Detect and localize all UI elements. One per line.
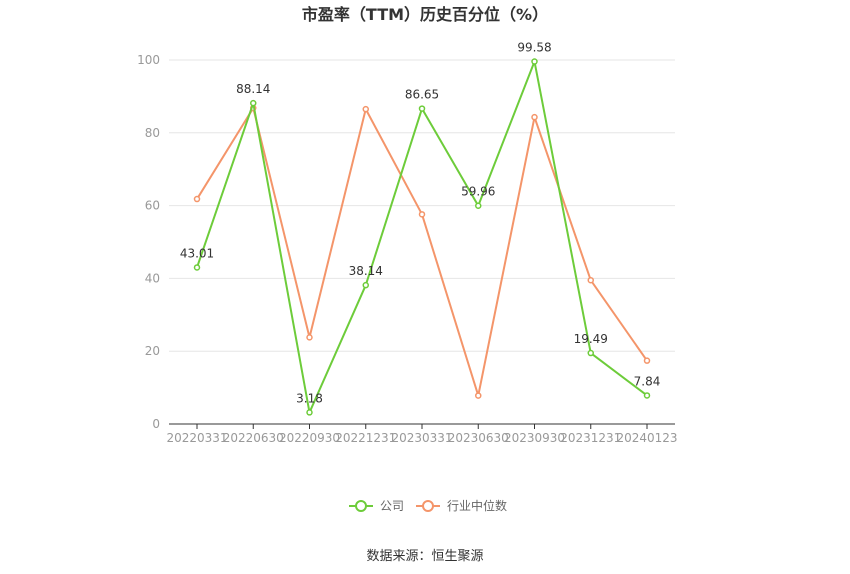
data-point-industry[interactable] bbox=[587, 276, 594, 284]
x-tick-label: 20220930 bbox=[279, 431, 340, 445]
data-label-company: 99.58 bbox=[517, 41, 551, 55]
x-tick-label: 20221231 bbox=[335, 431, 396, 445]
legend-item-industry[interactable]: 行业中位数 bbox=[416, 498, 507, 513]
legend-company-marker bbox=[355, 500, 367, 512]
chart-title: 市盈率（TTM）历史百分位（%） bbox=[302, 5, 548, 24]
data-point-industry[interactable] bbox=[418, 211, 426, 218]
data-point-industry[interactable] bbox=[531, 113, 538, 121]
data-point-industry[interactable] bbox=[643, 357, 651, 364]
data-point-industry[interactable] bbox=[306, 334, 313, 341]
x-tick-label: 20220630 bbox=[223, 431, 284, 445]
data-point-company[interactable] bbox=[306, 409, 313, 416]
legend: 公司 行业中位数 bbox=[349, 498, 507, 513]
y-tick-label: 0 bbox=[152, 417, 160, 431]
y-tick-label: 60 bbox=[145, 199, 160, 213]
axes: 0 20 40 60 80 100 2022033120220630202209302022… bbox=[137, 53, 677, 445]
series-group bbox=[193, 58, 651, 416]
x-tick-label: 20230630 bbox=[448, 431, 509, 445]
data-point-company[interactable] bbox=[418, 105, 426, 112]
data-label-company: 86.65 bbox=[405, 88, 439, 102]
grid-lines bbox=[169, 59, 675, 352]
data-point-industry[interactable] bbox=[362, 105, 369, 113]
data-labels: 43.01 88.14 3.18 38.14 86.65 59.96 99.58 19.49 7… bbox=[180, 41, 661, 406]
legend-item-company[interactable]: 公司 bbox=[349, 499, 404, 513]
series-line-company bbox=[196, 60, 648, 414]
legend-company-label: 公司 bbox=[380, 499, 404, 513]
x-tick-label: 20230930 bbox=[504, 431, 565, 445]
series-line-industry bbox=[196, 107, 648, 397]
data-label-company: 3.18 bbox=[296, 391, 323, 405]
x-tick-label: 20231231 bbox=[560, 431, 621, 445]
data-point-company[interactable] bbox=[643, 392, 651, 399]
data-point-industry[interactable] bbox=[475, 392, 482, 399]
x-tick-label: 20230331 bbox=[391, 431, 452, 445]
legend-industry-marker bbox=[422, 500, 434, 512]
data-point-company[interactable] bbox=[531, 58, 538, 65]
source-note: 数据来源：恒生聚源 bbox=[366, 549, 483, 564]
x-tick-label: 20220331 bbox=[166, 431, 227, 445]
y-tick-label: 100 bbox=[137, 53, 160, 67]
y-tick-label: 40 bbox=[145, 271, 160, 285]
data-label-company: 7.84 bbox=[634, 374, 661, 388]
y-tick-label: 80 bbox=[145, 126, 160, 140]
legend-industry-label: 行业中位数 bbox=[447, 498, 507, 513]
data-point-company[interactable] bbox=[475, 202, 482, 209]
data-point-company[interactable] bbox=[587, 349, 594, 357]
data-point-company[interactable] bbox=[193, 264, 201, 271]
data-label-company: 59.96 bbox=[461, 185, 495, 199]
data-label-company: 38.14 bbox=[349, 264, 383, 278]
data-point-industry[interactable] bbox=[193, 195, 201, 203]
data-point-company[interactable] bbox=[362, 281, 369, 289]
data-label-company: 43.01 bbox=[180, 246, 214, 260]
data-point-company[interactable] bbox=[250, 99, 257, 107]
y-tick-label: 20 bbox=[145, 344, 160, 358]
x-tick-label: 20240123 bbox=[616, 431, 677, 445]
data-label-company: 88.14 bbox=[236, 82, 270, 96]
data-label-company: 19.49 bbox=[574, 332, 608, 346]
